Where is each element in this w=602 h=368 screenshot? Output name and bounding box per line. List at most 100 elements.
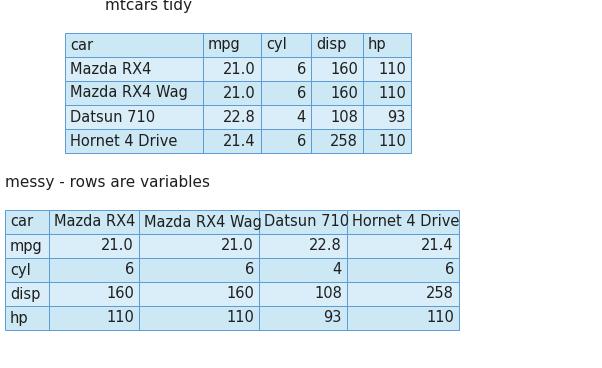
Text: hp: hp xyxy=(368,38,386,53)
Bar xyxy=(259,282,347,306)
Text: 258: 258 xyxy=(426,287,454,301)
Text: Mazda RX4: Mazda RX4 xyxy=(54,215,135,230)
Text: 21.0: 21.0 xyxy=(222,238,254,254)
Bar xyxy=(363,105,411,129)
Text: 4: 4 xyxy=(297,110,306,124)
Bar xyxy=(347,258,459,282)
Text: 108: 108 xyxy=(314,287,342,301)
Text: 21.4: 21.4 xyxy=(223,134,256,149)
Bar xyxy=(49,258,139,282)
Bar xyxy=(259,234,347,258)
Bar xyxy=(363,81,411,105)
Text: 21.0: 21.0 xyxy=(223,61,256,77)
Text: messy - rows are variables: messy - rows are variables xyxy=(5,175,210,190)
Bar xyxy=(203,81,261,105)
Bar xyxy=(311,57,363,81)
Text: 6: 6 xyxy=(245,262,254,277)
Bar xyxy=(311,105,363,129)
Bar xyxy=(203,33,261,57)
Text: 6: 6 xyxy=(297,61,306,77)
Bar xyxy=(65,129,203,153)
Bar xyxy=(139,282,259,306)
Text: mpg: mpg xyxy=(208,38,241,53)
Text: 110: 110 xyxy=(426,311,454,326)
Bar xyxy=(5,258,49,282)
Bar xyxy=(203,105,261,129)
Bar xyxy=(261,105,311,129)
Bar xyxy=(261,57,311,81)
Text: 22.8: 22.8 xyxy=(223,110,256,124)
Bar xyxy=(139,258,259,282)
Bar xyxy=(5,234,49,258)
Text: Hornet 4 Drive: Hornet 4 Drive xyxy=(70,134,178,149)
Text: Datsun 710: Datsun 710 xyxy=(264,215,349,230)
Bar xyxy=(139,210,259,234)
Text: 6: 6 xyxy=(297,85,306,100)
Text: 160: 160 xyxy=(106,287,134,301)
Text: 160: 160 xyxy=(226,287,254,301)
Text: 110: 110 xyxy=(378,85,406,100)
Text: 4: 4 xyxy=(333,262,342,277)
Text: 160: 160 xyxy=(330,85,358,100)
Bar xyxy=(65,81,203,105)
Text: Mazda RX4 Wag: Mazda RX4 Wag xyxy=(144,215,262,230)
Text: Mazda RX4 Wag: Mazda RX4 Wag xyxy=(70,85,188,100)
Text: mtcars tidy: mtcars tidy xyxy=(105,0,192,13)
Bar xyxy=(311,129,363,153)
Text: hp: hp xyxy=(10,311,29,326)
Text: 6: 6 xyxy=(445,262,454,277)
Text: 21.0: 21.0 xyxy=(101,238,134,254)
Bar xyxy=(5,282,49,306)
Bar xyxy=(347,234,459,258)
Bar xyxy=(261,33,311,57)
Text: cyl: cyl xyxy=(10,262,31,277)
Text: 22.8: 22.8 xyxy=(309,238,342,254)
Text: Mazda RX4: Mazda RX4 xyxy=(70,61,151,77)
Text: 110: 110 xyxy=(106,311,134,326)
Text: 93: 93 xyxy=(388,110,406,124)
Text: car: car xyxy=(10,215,33,230)
Bar xyxy=(65,57,203,81)
Bar xyxy=(347,210,459,234)
Text: 110: 110 xyxy=(226,311,254,326)
Bar xyxy=(139,306,259,330)
Text: Datsun 710: Datsun 710 xyxy=(70,110,155,124)
Text: 160: 160 xyxy=(330,61,358,77)
Bar xyxy=(363,57,411,81)
Text: 108: 108 xyxy=(330,110,358,124)
Bar xyxy=(363,33,411,57)
Bar xyxy=(347,282,459,306)
Bar xyxy=(259,210,347,234)
Bar xyxy=(49,282,139,306)
Bar xyxy=(261,129,311,153)
Bar xyxy=(363,129,411,153)
Bar xyxy=(347,306,459,330)
Text: Hornet 4 Drive: Hornet 4 Drive xyxy=(352,215,459,230)
Bar xyxy=(49,306,139,330)
Text: disp: disp xyxy=(316,38,346,53)
Text: 6: 6 xyxy=(125,262,134,277)
Bar xyxy=(311,81,363,105)
Text: 258: 258 xyxy=(330,134,358,149)
Text: disp: disp xyxy=(10,287,40,301)
Bar xyxy=(49,234,139,258)
Text: cyl: cyl xyxy=(266,38,287,53)
Bar xyxy=(49,210,139,234)
Text: car: car xyxy=(70,38,93,53)
Bar xyxy=(5,210,49,234)
Bar xyxy=(259,258,347,282)
Bar xyxy=(65,33,203,57)
Bar xyxy=(261,81,311,105)
Bar xyxy=(311,33,363,57)
Bar xyxy=(203,129,261,153)
Text: 110: 110 xyxy=(378,134,406,149)
Bar xyxy=(139,234,259,258)
Text: 93: 93 xyxy=(324,311,342,326)
Text: 110: 110 xyxy=(378,61,406,77)
Text: 21.0: 21.0 xyxy=(223,85,256,100)
Text: mpg: mpg xyxy=(10,238,43,254)
Bar xyxy=(5,306,49,330)
Bar xyxy=(259,306,347,330)
Text: 21.4: 21.4 xyxy=(421,238,454,254)
Bar xyxy=(203,57,261,81)
